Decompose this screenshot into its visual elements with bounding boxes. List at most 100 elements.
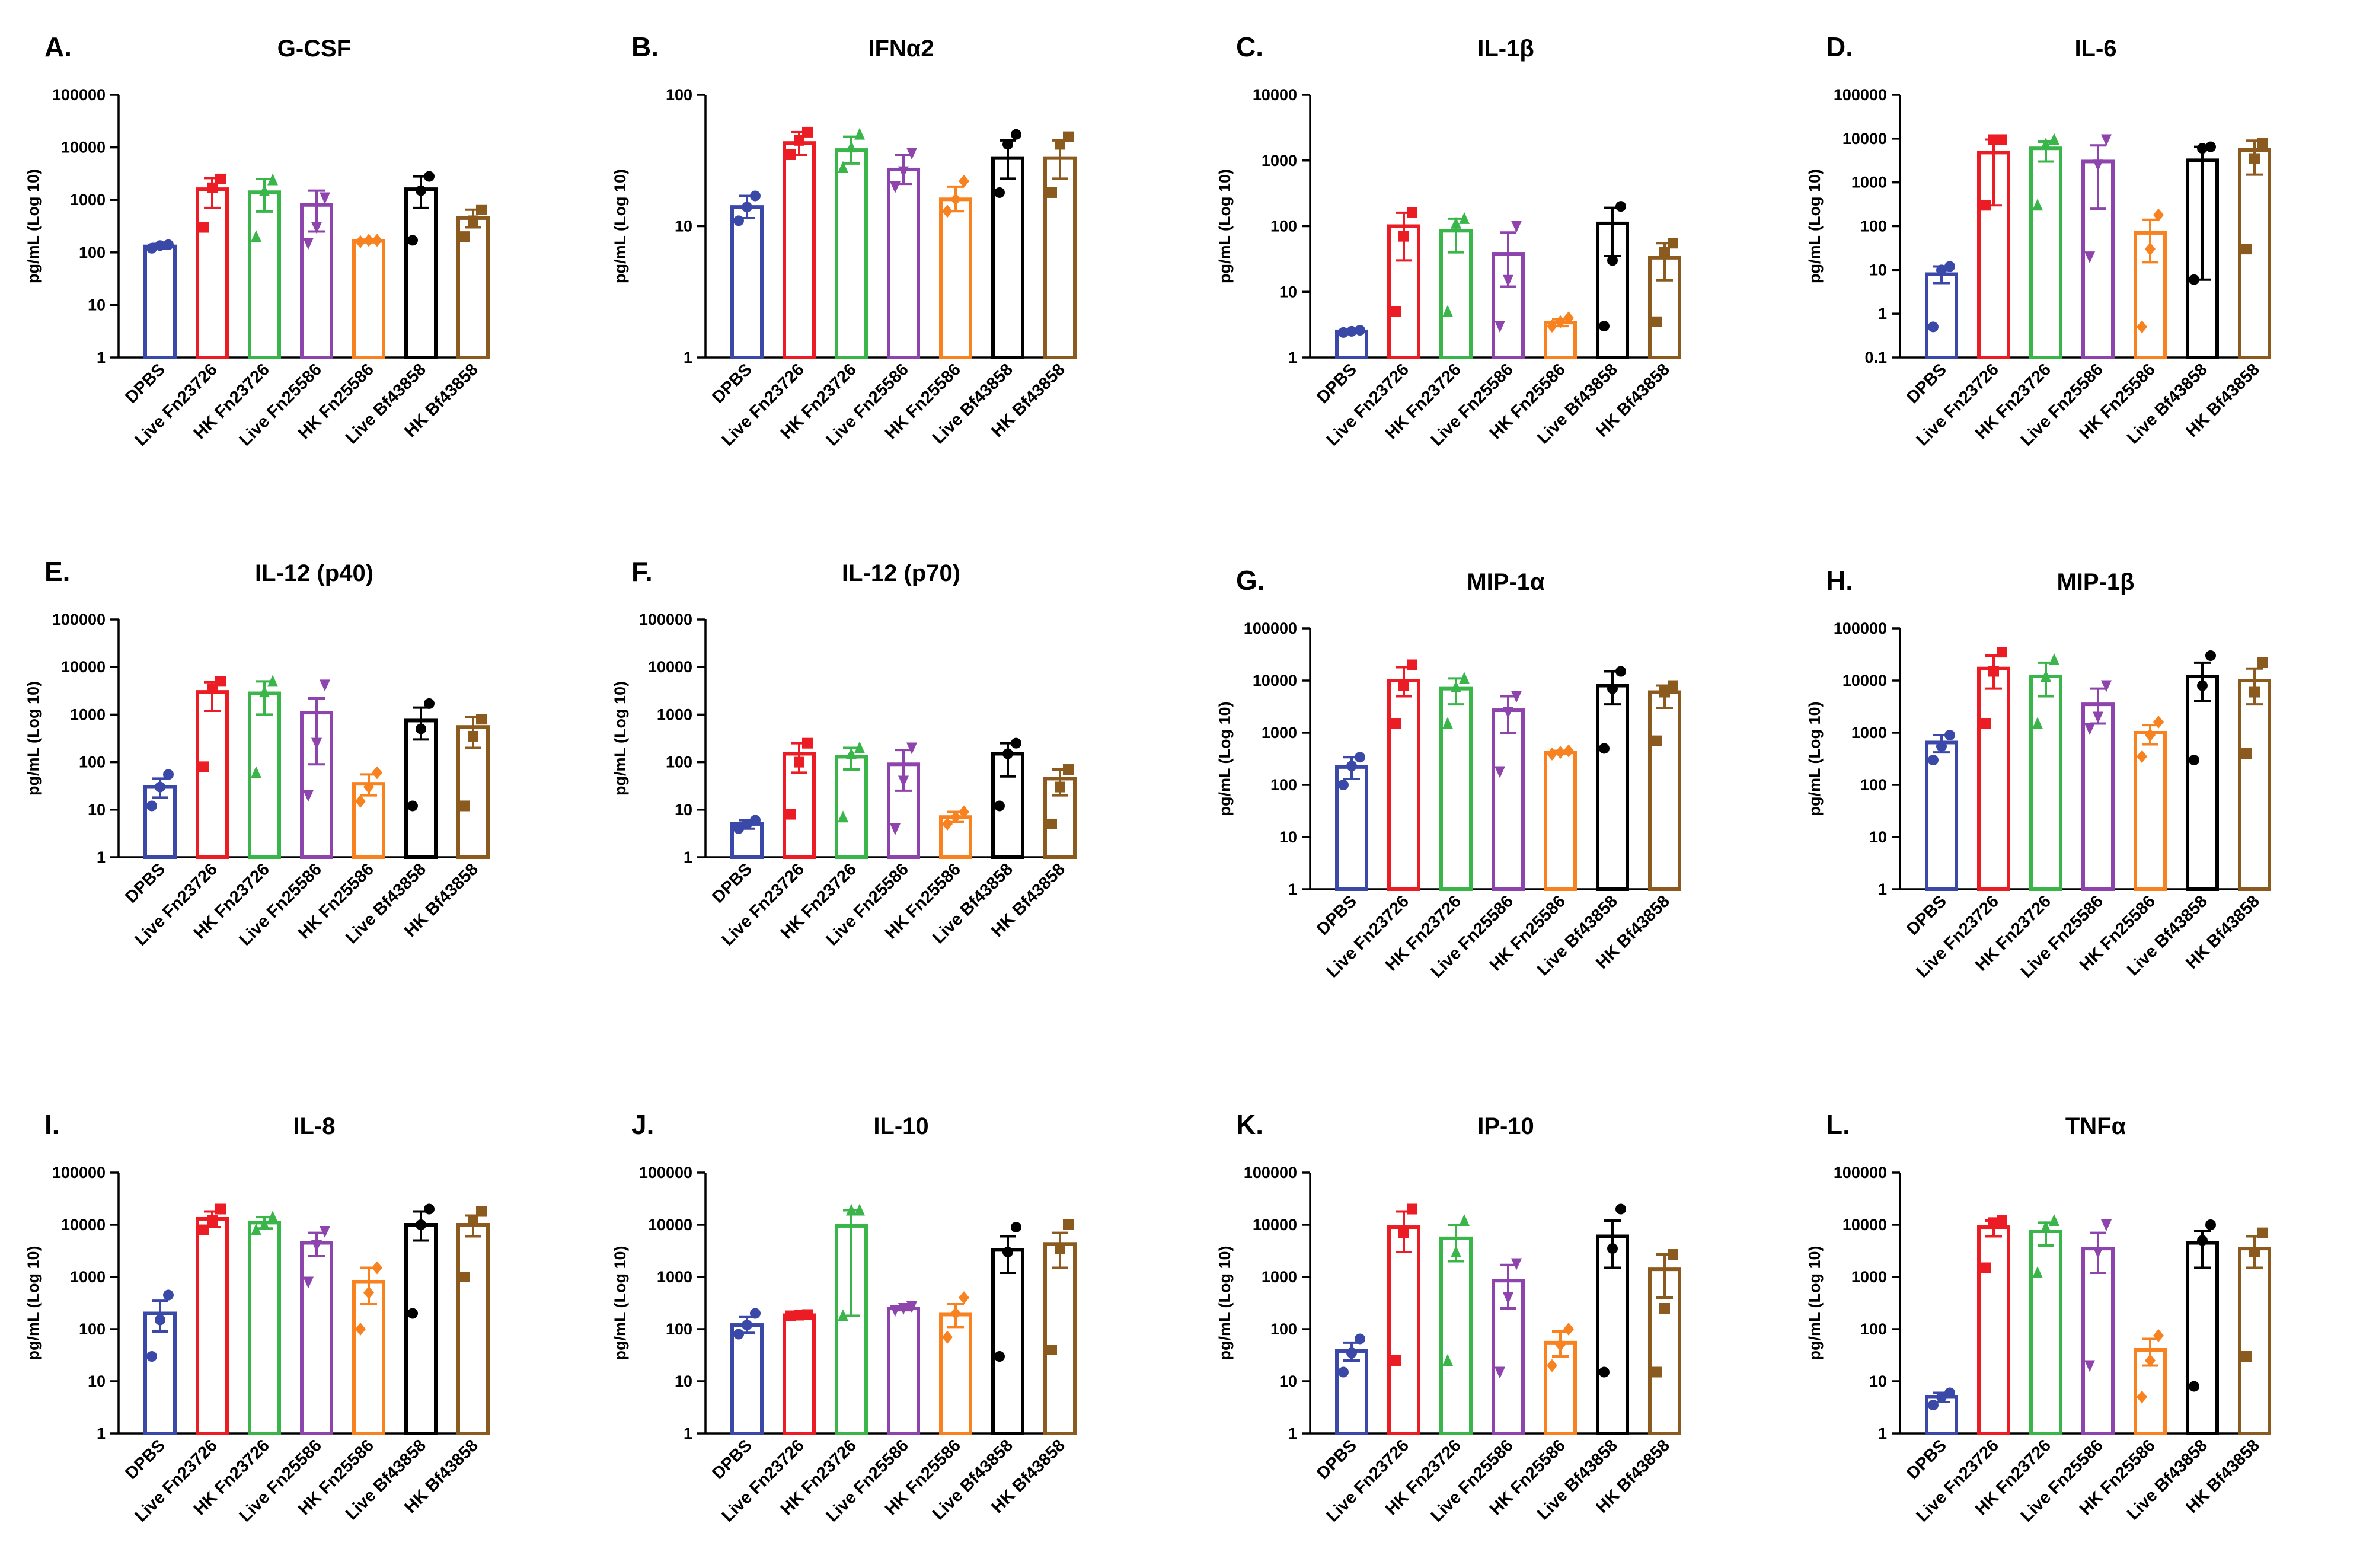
y-tick-label: 100 — [1270, 218, 1297, 235]
data-point — [1980, 1262, 1991, 1273]
y-tick-label: 10000 — [1253, 86, 1297, 104]
data-point — [1063, 1219, 1074, 1230]
data-point — [1055, 781, 1065, 793]
y-tick-label: 10 — [675, 801, 692, 819]
data-point — [1407, 207, 1417, 218]
data-point — [2241, 244, 2252, 255]
data-point — [1338, 327, 1349, 338]
y-tick-label: 1 — [1878, 1425, 1887, 1442]
y-tick-label: 10000 — [61, 1216, 106, 1234]
bar-hk-bf43858 — [1648, 690, 1681, 891]
data-point — [1944, 730, 1955, 741]
data-point — [468, 1215, 478, 1227]
data-point — [1398, 231, 1409, 242]
data-point — [1563, 1323, 1574, 1336]
data-point — [407, 235, 418, 246]
panel-il-1: C. IL-1β pg/mL (Log 10) 1 10 100 1000 10000 DPBS… — [1216, 31, 1681, 450]
data-point — [1928, 755, 1939, 766]
bar-live-fn23726 — [1977, 1225, 2010, 1435]
data-point — [372, 234, 382, 247]
data-point — [1046, 818, 1057, 829]
data-point — [1547, 747, 1557, 761]
data-point — [303, 790, 314, 802]
x-category-label: DPBS — [1903, 360, 1950, 407]
bar-live-bf43858 — [991, 1248, 1024, 1436]
data-point — [459, 1272, 470, 1282]
data-point — [1547, 1359, 1557, 1372]
data-point — [1511, 691, 1522, 703]
data-point — [267, 675, 278, 687]
data-point — [1390, 1355, 1401, 1366]
bar-hk-bf43858 — [1043, 1242, 1077, 1436]
y-tick-label: 10000 — [1842, 1216, 1887, 1234]
bar-live-bf43858 — [404, 187, 438, 359]
data-point — [2189, 755, 2199, 766]
panel-il-6: D. IL-6 pg/mL (Log 10) 0.1 1 10 100 1000 10000 10… — [1806, 31, 2271, 450]
data-point — [890, 1305, 901, 1317]
data-point — [2049, 133, 2059, 145]
data-point — [2257, 137, 2268, 148]
data-point — [1997, 134, 2007, 145]
panel-letter: G. — [1236, 565, 1265, 596]
data-point — [2041, 670, 2051, 682]
data-point — [898, 775, 909, 788]
data-point — [994, 187, 1005, 198]
data-point — [1944, 1387, 1955, 1398]
data-point — [1002, 1247, 1013, 1258]
bar-hk-fn23726 — [2029, 146, 2062, 359]
bar-live-fn25586 — [887, 1306, 920, 1435]
data-point — [2197, 1235, 2208, 1246]
y-tick-label: 100 — [79, 244, 106, 261]
data-point — [785, 1310, 796, 1321]
data-point — [468, 215, 478, 226]
data-point — [1668, 680, 1678, 691]
data-point — [906, 1301, 917, 1314]
y-tick-label: 1 — [1288, 349, 1297, 366]
data-point — [199, 1224, 209, 1235]
data-point — [1002, 748, 1013, 759]
data-point — [2145, 242, 2156, 256]
data-point — [459, 231, 470, 242]
data-point — [251, 766, 261, 778]
panel-title: IL-10 — [873, 1113, 928, 1139]
data-point — [1063, 764, 1074, 775]
data-point — [163, 239, 174, 250]
data-point — [1607, 683, 1618, 694]
data-point — [2197, 680, 2208, 691]
bar-hk-fn25586 — [939, 197, 972, 359]
data-point — [407, 1308, 418, 1319]
y-tick-label: 100 — [79, 753, 106, 771]
data-point — [2093, 159, 2103, 172]
y-tick-label: 10000 — [61, 658, 106, 676]
panel-letter: J. — [631, 1109, 654, 1140]
data-point — [363, 780, 374, 794]
panel-title: G-CSF — [277, 36, 351, 62]
data-point — [1451, 1246, 1461, 1258]
data-point — [1503, 706, 1513, 718]
data-point — [1459, 672, 1470, 684]
y-tick-label: 100000 — [52, 86, 106, 104]
y-axis-label: pg/mL (Log 10) — [611, 1246, 629, 1361]
bar-hk-fn25586 — [352, 239, 385, 359]
data-point — [1563, 744, 1574, 758]
y-axis-label: pg/mL (Log 10) — [24, 681, 42, 796]
panel-letter: E. — [44, 556, 70, 587]
panel-title: IP-10 — [1477, 1113, 1534, 1139]
data-point — [1615, 1203, 1626, 1215]
data-point — [146, 800, 157, 812]
y-tick-label: 10000 — [1253, 672, 1297, 689]
data-point — [1002, 139, 1013, 150]
data-point — [1659, 686, 1670, 698]
x-category-label: DPBS — [1903, 892, 1950, 939]
data-point — [1651, 1366, 1662, 1378]
data-point — [155, 781, 165, 793]
y-tick-label: 100000 — [639, 1164, 692, 1181]
y-tick-label: 100000 — [1244, 1164, 1297, 1181]
data-point — [1495, 1366, 1505, 1379]
data-point — [1346, 761, 1357, 772]
data-point — [2084, 723, 2095, 736]
data-point — [1355, 752, 1365, 763]
x-category-label: DPBS — [708, 360, 756, 407]
bar-live-fn25586 — [2081, 1247, 2115, 1436]
data-point — [1980, 200, 1991, 211]
